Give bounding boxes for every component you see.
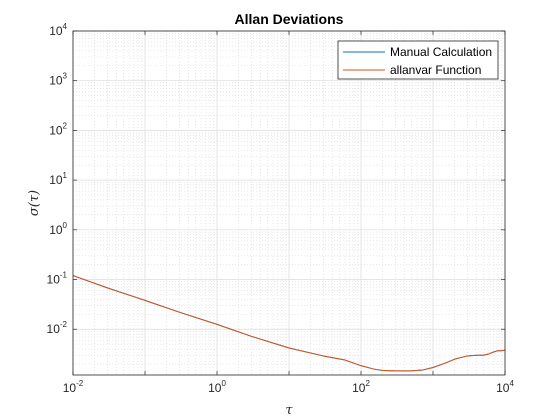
x-tick-label-exponent: -2 xyxy=(76,379,84,388)
legend-label-manual-calculation: Manual Calculation xyxy=(390,45,492,59)
x-tick-label: 104 xyxy=(496,379,514,395)
y-tick-label-exponent: -1 xyxy=(60,271,68,280)
x-tick-label: 102 xyxy=(352,379,370,395)
y-tick-label-exponent: 1 xyxy=(63,171,68,180)
legend: Manual Calculation allanvar Function xyxy=(337,40,499,80)
x-tick-label-exponent: 4 xyxy=(509,379,514,388)
x-tick-label-base: 10 xyxy=(352,381,366,395)
tick-marks xyxy=(72,30,506,375)
y-tick-label-base: 10 xyxy=(49,74,63,88)
x-axis-label: τ xyxy=(285,403,293,418)
y-tick-label: 10-2 xyxy=(47,320,68,336)
y-tick-label: 101 xyxy=(49,171,67,187)
x-tick-label-base: 10 xyxy=(63,381,77,395)
y-tick-label-exponent: 0 xyxy=(63,221,68,230)
y-tick-label: 10-1 xyxy=(47,271,68,287)
y-tick-label-base: 10 xyxy=(49,24,63,38)
series-line-allanvar-function xyxy=(72,275,506,372)
x-tick-label: 100 xyxy=(208,379,226,395)
y-tick-label: 103 xyxy=(49,72,67,88)
y-tick-label-exponent: 2 xyxy=(63,121,68,130)
x-tick-label: 10-2 xyxy=(63,379,84,395)
x-tick-label-exponent: 0 xyxy=(221,379,226,388)
chart-title: Allan Deviations xyxy=(235,11,344,27)
y-tick-label: 102 xyxy=(49,121,67,137)
series-layer xyxy=(72,275,506,372)
y-tick-label-exponent: -2 xyxy=(60,320,68,329)
x-tick-labels: 10-2 100 102 104 xyxy=(63,379,515,395)
y-tick-label-base: 10 xyxy=(49,223,63,237)
x-tick-label-exponent: 2 xyxy=(365,379,370,388)
legend-label-allanvar-function: allanvar Function xyxy=(390,63,481,77)
y-tick-label-base: 10 xyxy=(47,273,61,287)
y-tick-label-base: 10 xyxy=(47,322,61,336)
y-tick-label: 104 xyxy=(49,22,67,38)
y-tick-label: 100 xyxy=(49,221,67,237)
y-tick-label-exponent: 4 xyxy=(63,22,68,31)
y-axis-label: σ(τ) xyxy=(27,190,42,216)
x-tick-label-base: 10 xyxy=(496,381,510,395)
x-tick-label-base: 10 xyxy=(208,381,222,395)
y-tick-label-base: 10 xyxy=(49,173,63,187)
y-tick-label-exponent: 3 xyxy=(63,72,68,81)
legend-box xyxy=(337,40,499,80)
y-tick-label-base: 10 xyxy=(49,123,63,137)
